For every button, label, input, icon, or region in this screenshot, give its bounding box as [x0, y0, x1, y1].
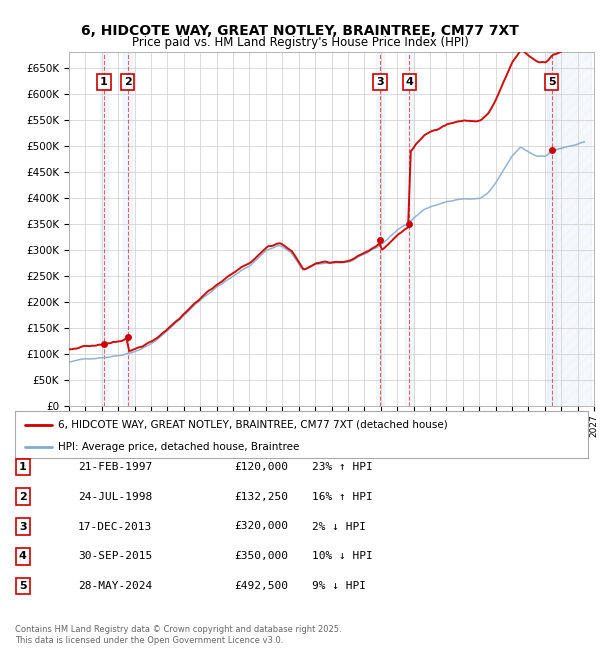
Text: 6, HIDCOTE WAY, GREAT NOTLEY, BRAINTREE, CM77 7XT (detached house): 6, HIDCOTE WAY, GREAT NOTLEY, BRAINTREE,…	[58, 419, 448, 430]
Text: 2% ↓ HPI: 2% ↓ HPI	[312, 521, 366, 532]
Text: 23% ↑ HPI: 23% ↑ HPI	[312, 462, 373, 472]
Bar	[547, 52, 591, 406]
Text: £350,000: £350,000	[234, 551, 288, 562]
Text: 28-MAY-2024: 28-MAY-2024	[78, 581, 152, 592]
Text: 21-FEB-1997: 21-FEB-1997	[78, 462, 152, 472]
Text: 2: 2	[124, 77, 131, 87]
Text: Price paid vs. HM Land Registry's House Price Index (HPI): Price paid vs. HM Land Registry's House …	[131, 36, 469, 49]
Bar	[124, 52, 131, 406]
Text: £320,000: £320,000	[234, 521, 288, 532]
Text: 2: 2	[19, 491, 26, 502]
Text: 1: 1	[100, 77, 108, 87]
Text: 30-SEP-2015: 30-SEP-2015	[78, 551, 152, 562]
Text: HPI: Average price, detached house, Braintree: HPI: Average price, detached house, Brai…	[58, 441, 299, 452]
Bar	[406, 52, 413, 406]
Text: 6, HIDCOTE WAY, GREAT NOTLEY, BRAINTREE, CM77 7XT: 6, HIDCOTE WAY, GREAT NOTLEY, BRAINTREE,…	[81, 23, 519, 38]
Text: 5: 5	[548, 77, 556, 87]
Text: £120,000: £120,000	[234, 462, 288, 472]
Text: 4: 4	[19, 551, 27, 562]
Text: 24-JUL-1998: 24-JUL-1998	[78, 491, 152, 502]
Bar	[376, 52, 384, 406]
Text: 1: 1	[19, 462, 26, 472]
Text: 4: 4	[406, 77, 413, 87]
Text: 3: 3	[376, 77, 384, 87]
Text: 5: 5	[19, 581, 26, 592]
Text: 3: 3	[19, 521, 26, 532]
Text: 17-DEC-2013: 17-DEC-2013	[78, 521, 152, 532]
Text: Contains HM Land Registry data © Crown copyright and database right 2025.
This d: Contains HM Land Registry data © Crown c…	[15, 625, 341, 645]
Text: 9% ↓ HPI: 9% ↓ HPI	[312, 581, 366, 592]
Text: 16% ↑ HPI: 16% ↑ HPI	[312, 491, 373, 502]
Text: 10% ↓ HPI: 10% ↓ HPI	[312, 551, 373, 562]
Text: £492,500: £492,500	[234, 581, 288, 592]
Text: £132,250: £132,250	[234, 491, 288, 502]
Bar	[547, 52, 556, 406]
Bar	[100, 52, 108, 406]
Bar	[556, 52, 591, 406]
